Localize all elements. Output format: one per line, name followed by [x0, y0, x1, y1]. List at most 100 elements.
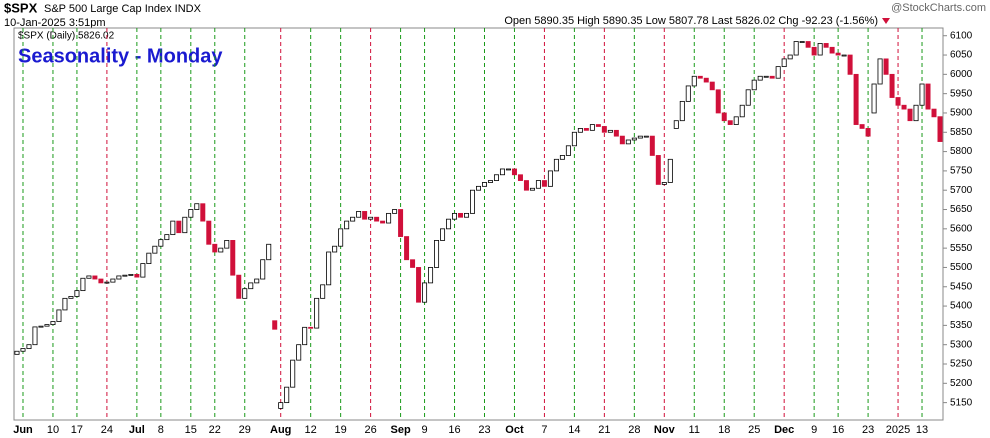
y-tick-label: 5750	[950, 166, 973, 177]
y-tick-label: 6100	[950, 30, 973, 41]
candle-body	[889, 73, 895, 98]
y-tick-label: 6000	[950, 69, 973, 80]
candle-body	[200, 203, 206, 222]
candle-body	[799, 41, 805, 43]
x-tick-label: 19	[335, 424, 347, 436]
x-tick-label: 10	[47, 424, 59, 436]
candle-body	[326, 251, 332, 286]
candle-body	[721, 112, 727, 122]
candle-body	[164, 234, 170, 241]
candle-body	[907, 108, 913, 122]
candle-body	[877, 58, 883, 85]
candle-body	[553, 158, 559, 172]
y-tick-label: 5700	[950, 185, 973, 196]
candle-body	[559, 155, 565, 160]
candle-body	[338, 228, 344, 247]
candle-body	[865, 128, 871, 137]
candle-body	[374, 216, 380, 222]
candle-body	[128, 273, 134, 276]
candle-body	[14, 350, 20, 355]
x-tick-label: 26	[364, 424, 376, 436]
y-tick-label: 5650	[950, 204, 973, 215]
candle-body	[871, 83, 877, 114]
candle-body	[74, 290, 80, 297]
x-tick-label: 15	[185, 424, 197, 436]
candle-body	[775, 66, 781, 79]
candle-body	[284, 386, 290, 404]
candle-body	[931, 108, 937, 118]
candle-body	[547, 170, 553, 187]
plot-frame	[13, 27, 944, 421]
y-tick-label: 5250	[950, 359, 973, 370]
candle-body	[811, 46, 817, 56]
candle-body	[499, 168, 505, 176]
x-tick-label: 16	[832, 424, 844, 436]
x-tick-label: Jul	[129, 424, 145, 436]
candle-body	[661, 182, 667, 185]
candle-body	[422, 282, 428, 303]
y-tick-label: 5450	[950, 281, 973, 292]
y-tick-label: 5300	[950, 339, 973, 350]
x-tick-label: Aug	[270, 424, 291, 436]
y-tick-label: 5900	[950, 108, 973, 119]
candle-body	[727, 120, 733, 125]
candle-body	[218, 247, 224, 253]
candle-body	[481, 182, 487, 187]
y-tick-label: 5950	[950, 88, 973, 99]
candle-body	[643, 135, 649, 138]
candle-body	[20, 348, 26, 352]
candle-body	[194, 203, 200, 210]
candle-body	[649, 135, 655, 156]
candle-body	[829, 46, 835, 54]
candle-body	[320, 284, 326, 299]
watermark: @StockCharts.com	[891, 2, 986, 14]
candle-body	[505, 168, 511, 171]
y-tick-label: 6050	[950, 50, 973, 61]
candle-body	[98, 278, 104, 284]
candle-body	[50, 321, 56, 326]
candle-body	[619, 135, 625, 145]
candle-body	[763, 75, 769, 78]
timestamp: 10-Jan-2025 3:51pm	[4, 17, 106, 29]
candle-body	[805, 41, 811, 48]
candle-body	[751, 79, 757, 91]
candle-body	[248, 282, 254, 290]
candle-body	[92, 275, 98, 280]
candle-body	[541, 180, 547, 187]
candle-body	[182, 216, 188, 234]
candle-body	[709, 81, 715, 91]
candle-body	[901, 104, 907, 110]
candle-body	[206, 220, 212, 245]
candle-body	[152, 245, 158, 254]
x-tick-label: 11	[689, 424, 700, 436]
y-tick-label: 5350	[950, 320, 973, 331]
y-tick-label: 5200	[950, 378, 973, 389]
down-arrow	[882, 18, 890, 24]
x-tick-label: 18	[718, 424, 730, 436]
candle-body	[637, 135, 643, 139]
x-tick-label: Sep	[390, 424, 410, 436]
candle-body	[679, 100, 685, 122]
candle-body	[487, 180, 493, 183]
candle-body	[607, 129, 613, 133]
candle-body	[26, 344, 32, 349]
candle-body	[440, 228, 446, 241]
candle-body	[625, 139, 631, 145]
candle-body	[116, 275, 122, 280]
candle-body	[913, 104, 919, 122]
candle-body	[38, 325, 44, 328]
quote: Open 5890.35 High 5890.35 Low 5807.78 La…	[504, 15, 878, 27]
candle-body	[380, 220, 386, 224]
candle-body	[703, 77, 709, 83]
candle-body	[44, 324, 50, 327]
y-tick-label: 5550	[950, 243, 973, 254]
y-tick-label: 5150	[950, 397, 973, 408]
candle-body	[841, 54, 847, 57]
candle-body	[464, 212, 470, 218]
chart-title: Seasonality - Monday	[18, 45, 223, 67]
candle-body	[589, 124, 595, 131]
x-tick-label: Nov	[654, 424, 676, 436]
y-tick-label: 5500	[950, 262, 973, 273]
symbol: $SPX	[4, 0, 38, 15]
